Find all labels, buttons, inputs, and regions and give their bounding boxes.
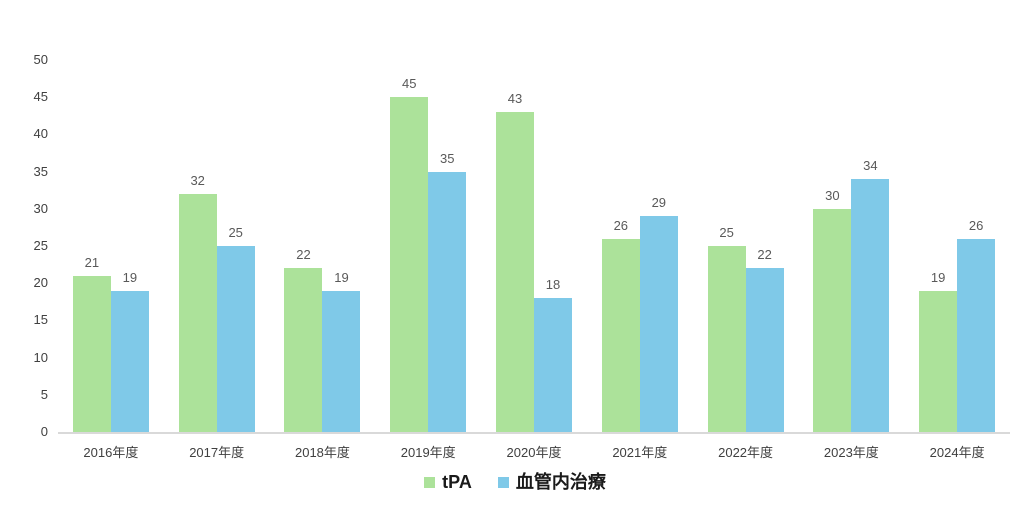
x-tick-label: 2016年度 bbox=[83, 445, 139, 460]
data-label: 30 bbox=[825, 187, 840, 203]
x-tick-label: 2022年度 bbox=[718, 445, 774, 460]
bar-血管内治療 bbox=[322, 290, 361, 432]
bar-wrap: 22 bbox=[284, 247, 323, 432]
legend-label: 血管内治療 bbox=[515, 472, 606, 492]
data-label: 25 bbox=[228, 225, 243, 240]
bar-wrap: 21 bbox=[72, 254, 111, 432]
bar-wrap: 43 bbox=[496, 91, 535, 432]
bar-tPA bbox=[601, 238, 640, 432]
bar-wrap: 29 bbox=[639, 195, 678, 432]
bar-tPA bbox=[919, 290, 958, 432]
x-tick-label: 2018年度 bbox=[294, 445, 350, 460]
legend-swatch-icon bbox=[424, 476, 436, 488]
x-tick-label: 2023年度 bbox=[823, 445, 879, 460]
bar-血管内治療 bbox=[851, 179, 890, 432]
bar-tPA bbox=[72, 275, 111, 432]
x-tick-label: 2019年度 bbox=[400, 445, 456, 460]
y-tick-label: 45 bbox=[33, 89, 48, 105]
bar-tPA bbox=[390, 97, 429, 432]
legend-label: tPA bbox=[442, 472, 472, 492]
y-tick-label: 10 bbox=[33, 349, 48, 365]
bar-wrap: 25 bbox=[216, 225, 255, 432]
y-tick-label: 25 bbox=[33, 238, 48, 253]
x-tick-label: 2020年度 bbox=[506, 445, 562, 460]
bar-wrap: 45 bbox=[390, 76, 429, 432]
bar-血管内治療 bbox=[639, 216, 678, 432]
data-label: 25 bbox=[719, 225, 734, 240]
bar-wrap: 19 bbox=[322, 269, 361, 432]
data-label: 29 bbox=[651, 195, 667, 211]
bar-血管内治療 bbox=[745, 268, 784, 432]
bar-wrap: 18 bbox=[534, 277, 573, 432]
y-tick-label: 35 bbox=[33, 163, 48, 179]
data-label: 18 bbox=[545, 277, 561, 293]
legend: tPA 血管内治療 bbox=[0, 471, 1030, 493]
x-tick-label: 2021年度 bbox=[612, 445, 668, 460]
bar-group: 22 19 bbox=[270, 60, 376, 432]
bar-group: 26 29 bbox=[587, 60, 693, 432]
bar-wrap: 25 bbox=[707, 225, 746, 432]
bar-wrap: 22 bbox=[745, 247, 784, 432]
bar-血管内治療 bbox=[428, 171, 467, 432]
y-tick-label: 40 bbox=[33, 126, 48, 142]
bar-group: 21 19 bbox=[58, 60, 164, 432]
bar-tPA bbox=[178, 193, 217, 432]
bar-wrap: 19 bbox=[919, 269, 958, 432]
bar-group: 19 26 bbox=[904, 60, 1010, 432]
data-label: 21 bbox=[84, 254, 100, 270]
bar-wrap: 26 bbox=[957, 217, 996, 432]
bar-wrap: 26 bbox=[601, 217, 640, 432]
data-label: 43 bbox=[507, 91, 523, 107]
x-tick-label: 2017年度 bbox=[189, 445, 245, 460]
data-label: 34 bbox=[863, 158, 878, 174]
data-label: 26 bbox=[613, 217, 629, 233]
bar-tPA bbox=[284, 268, 323, 432]
bar-血管内治療 bbox=[534, 298, 573, 432]
data-label: 22 bbox=[757, 247, 772, 263]
data-label: 45 bbox=[402, 76, 417, 92]
bar-group: 45 35 bbox=[375, 60, 481, 432]
legend-item: 血管内治療 bbox=[497, 471, 606, 493]
data-label: 19 bbox=[334, 269, 349, 285]
y-tick-label: 5 bbox=[40, 386, 48, 402]
data-label: 35 bbox=[440, 150, 455, 166]
y-tick-label: 30 bbox=[33, 200, 48, 216]
legend-item: tPA bbox=[424, 471, 472, 493]
y-tick-label: 20 bbox=[33, 275, 48, 291]
x-axis: 2016年度 2017年度 2018年度 2019年度 2020年度 2021年度 2022… bbox=[58, 442, 1010, 461]
bar-group: 25 22 bbox=[693, 60, 799, 432]
bar-tPA bbox=[496, 112, 535, 432]
bar-wrap: 30 bbox=[813, 187, 852, 432]
bar-group: 30 34 bbox=[798, 60, 904, 432]
bar-wrap: 35 bbox=[428, 150, 467, 432]
data-label: 19 bbox=[930, 269, 946, 285]
data-label: 26 bbox=[968, 217, 984, 233]
bar-tPA bbox=[707, 246, 746, 432]
y-tick-label: 50 bbox=[33, 52, 48, 67]
y-tick-label: 15 bbox=[33, 312, 48, 328]
bar-wrap: 34 bbox=[851, 158, 890, 432]
x-tick-label: 2024年度 bbox=[929, 445, 985, 460]
data-label: 22 bbox=[296, 247, 311, 263]
data-label: 32 bbox=[190, 172, 205, 188]
legend-swatch-icon bbox=[497, 476, 509, 488]
bar-wrap: 32 bbox=[178, 172, 217, 432]
bar-group: 43 18 bbox=[481, 60, 587, 432]
y-tick-label: 0 bbox=[40, 424, 48, 439]
bar-wrap: 19 bbox=[110, 269, 149, 432]
bar-血管内治療 bbox=[957, 238, 996, 432]
data-label: 19 bbox=[122, 269, 138, 285]
plot-area: 21 19 32 25 22 19 45 35 43 18 26 29 25 22 30 34 19 26 bbox=[58, 60, 1010, 434]
bar-血管内治療 bbox=[110, 290, 149, 432]
bar-tPA bbox=[813, 208, 852, 432]
bar-血管内治療 bbox=[216, 246, 255, 432]
bar-group: 32 25 bbox=[164, 60, 270, 432]
